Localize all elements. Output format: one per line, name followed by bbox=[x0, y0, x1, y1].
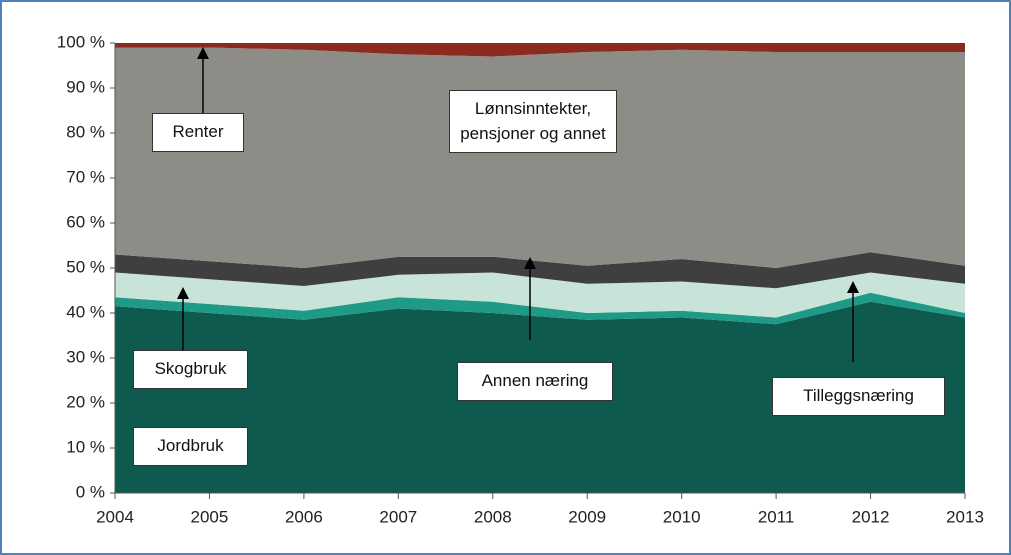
x-tick-label: 2012 bbox=[852, 507, 890, 526]
x-tick-label: 2007 bbox=[379, 507, 417, 526]
x-tick-label: 2009 bbox=[568, 507, 606, 526]
y-tick-label: 60 % bbox=[66, 212, 105, 231]
series-label: Jordbruk bbox=[133, 427, 248, 466]
y-tick-label: 40 % bbox=[66, 302, 105, 321]
area bbox=[115, 272, 965, 318]
x-tick-label: 2011 bbox=[758, 507, 795, 526]
series-label: Renter bbox=[152, 113, 244, 152]
x-tick-label: 2008 bbox=[474, 507, 512, 526]
area bbox=[115, 47, 965, 268]
y-tick-label: 100 % bbox=[57, 32, 105, 51]
y-tick-label: 80 % bbox=[66, 122, 105, 141]
series-label: Tilleggsnæring bbox=[772, 377, 945, 416]
x-tick-label: 2004 bbox=[96, 507, 134, 526]
y-tick-label: 30 % bbox=[66, 347, 105, 366]
x-tick-label: 2006 bbox=[285, 507, 323, 526]
x-tick-label: 2005 bbox=[191, 507, 229, 526]
y-tick-label: 20 % bbox=[66, 392, 105, 411]
y-tick-label: 90 % bbox=[66, 77, 105, 96]
area bbox=[115, 292, 965, 325]
area bbox=[115, 43, 965, 57]
x-tick-label: 2013 bbox=[946, 507, 984, 526]
series-label: Skogbruk bbox=[133, 350, 248, 389]
y-tick-label: 50 % bbox=[66, 257, 105, 276]
series-label: Lønnsinntekter, pensjoner og annet bbox=[449, 90, 617, 154]
area bbox=[115, 252, 965, 289]
series-label: Annen næring bbox=[457, 362, 613, 401]
y-tick-label: 70 % bbox=[66, 167, 105, 186]
y-tick-label: 0 % bbox=[76, 482, 105, 501]
x-tick-label: 2010 bbox=[663, 507, 701, 526]
y-tick-label: 10 % bbox=[66, 437, 105, 456]
